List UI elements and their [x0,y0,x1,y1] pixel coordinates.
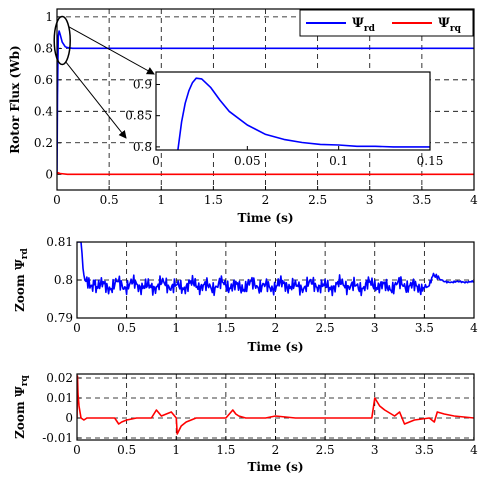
x-tick-label: 1 [172,443,180,457]
x-axis-label: Time (s) [247,340,303,354]
y-tick-label: 0.6 [34,73,53,87]
x-tick-label: 2 [272,443,280,457]
y-tick-label: 0.8 [34,41,53,55]
x-tick-label: 3.5 [412,193,431,207]
y-tick-label: 0 [45,167,53,181]
y-tick-label: 0.8 [54,273,73,287]
x-tick-label: 3 [366,193,374,207]
x-tick-label: 0.5 [100,193,119,207]
x-tick-label: 2.5 [316,321,335,335]
plot-frame [76,241,475,319]
y-tick-label: 0.01 [46,391,73,405]
x-tick-label: 0.05 [234,154,261,168]
y-axis-subscript: rd [20,247,30,259]
x-tick-label: 2 [262,193,270,207]
x-tick-label: 1.5 [216,443,235,457]
highlight-ellipse [53,15,71,66]
x-tick-label: 1.5 [204,193,223,207]
y-tick-label: 0.79 [46,311,73,325]
x-tick-label: 2.5 [308,193,327,207]
y-tick-label: -0.01 [42,431,73,445]
x-tick-label: 1.5 [216,321,235,335]
inset-chart: 0 0.05 0.1 0.15 0.8 0.85 0.9 [125,71,444,168]
x-tick-label: 0 [73,321,81,335]
x-tick-label: 3 [371,443,379,457]
plot-frame [56,8,475,191]
y-tick-label: 0.9 [133,77,152,91]
y-tick-label: 0.4 [34,104,53,118]
x-tick-label: 0 [53,193,61,207]
series-line-rq [77,375,474,435]
plot-frame [155,71,431,151]
legend-subscript: rd [364,24,376,34]
annotations [53,15,155,139]
legend: Ψrd Ψrq [299,9,474,37]
x-tick-label: 4 [470,321,478,335]
zoom-rd-chart: 0 0.5 1 1.5 2 2.5 3 3.5 4 0.79 0.8 0.81 Time (s) Zoom… [13,235,478,354]
x-tick-label: 0.15 [417,154,444,168]
series-line-rd [77,242,474,297]
x-tick-label: 0.5 [117,443,136,457]
x-tick-label: 1 [157,193,165,207]
legend-subscript: rq [450,24,462,34]
y-tick-label: 1 [45,10,53,24]
y-tick-label: 0.2 [34,136,53,150]
x-tick-label: 3.5 [415,443,434,457]
series-line-rd [57,30,474,175]
x-tick-label: 0 [152,154,160,168]
x-tick-label: 0 [73,443,81,457]
zoom-arrow-top [67,26,155,75]
x-tick-label: 2 [272,321,280,335]
x-axis-label: Time (s) [237,211,293,225]
x-tick-label: 0.5 [117,321,136,335]
series-line-rd [177,77,430,150]
x-tick-label: 3.5 [415,321,434,335]
x-axis-label: Time (s) [247,460,303,474]
x-tick-label: 4 [470,443,478,457]
plot-frame [76,373,475,441]
y-tick-label: 0.85 [125,109,152,123]
y-axis-label: Rotor Flux (Wb) [8,45,22,153]
y-axis-label: Zoom Ψrq [13,374,30,438]
x-tick-label: 1 [172,321,180,335]
y-axis-subscript: rq [20,374,30,386]
y-axis-label: Zoom Ψrd [13,247,30,311]
series-line-rq [57,171,474,176]
y-tick-label: 0.8 [133,140,152,154]
y-tick-label: 0.02 [46,371,73,385]
x-tick-label: 2.5 [316,443,335,457]
y-tick-label: 0.81 [46,235,73,249]
zoom-arrow-bottom [65,62,127,139]
x-tick-label: 4 [470,193,478,207]
y-tick-label: 0 [65,411,73,425]
x-tick-label: 0.1 [329,154,348,168]
x-tick-label: 3 [371,321,379,335]
plot-area [156,72,430,150]
